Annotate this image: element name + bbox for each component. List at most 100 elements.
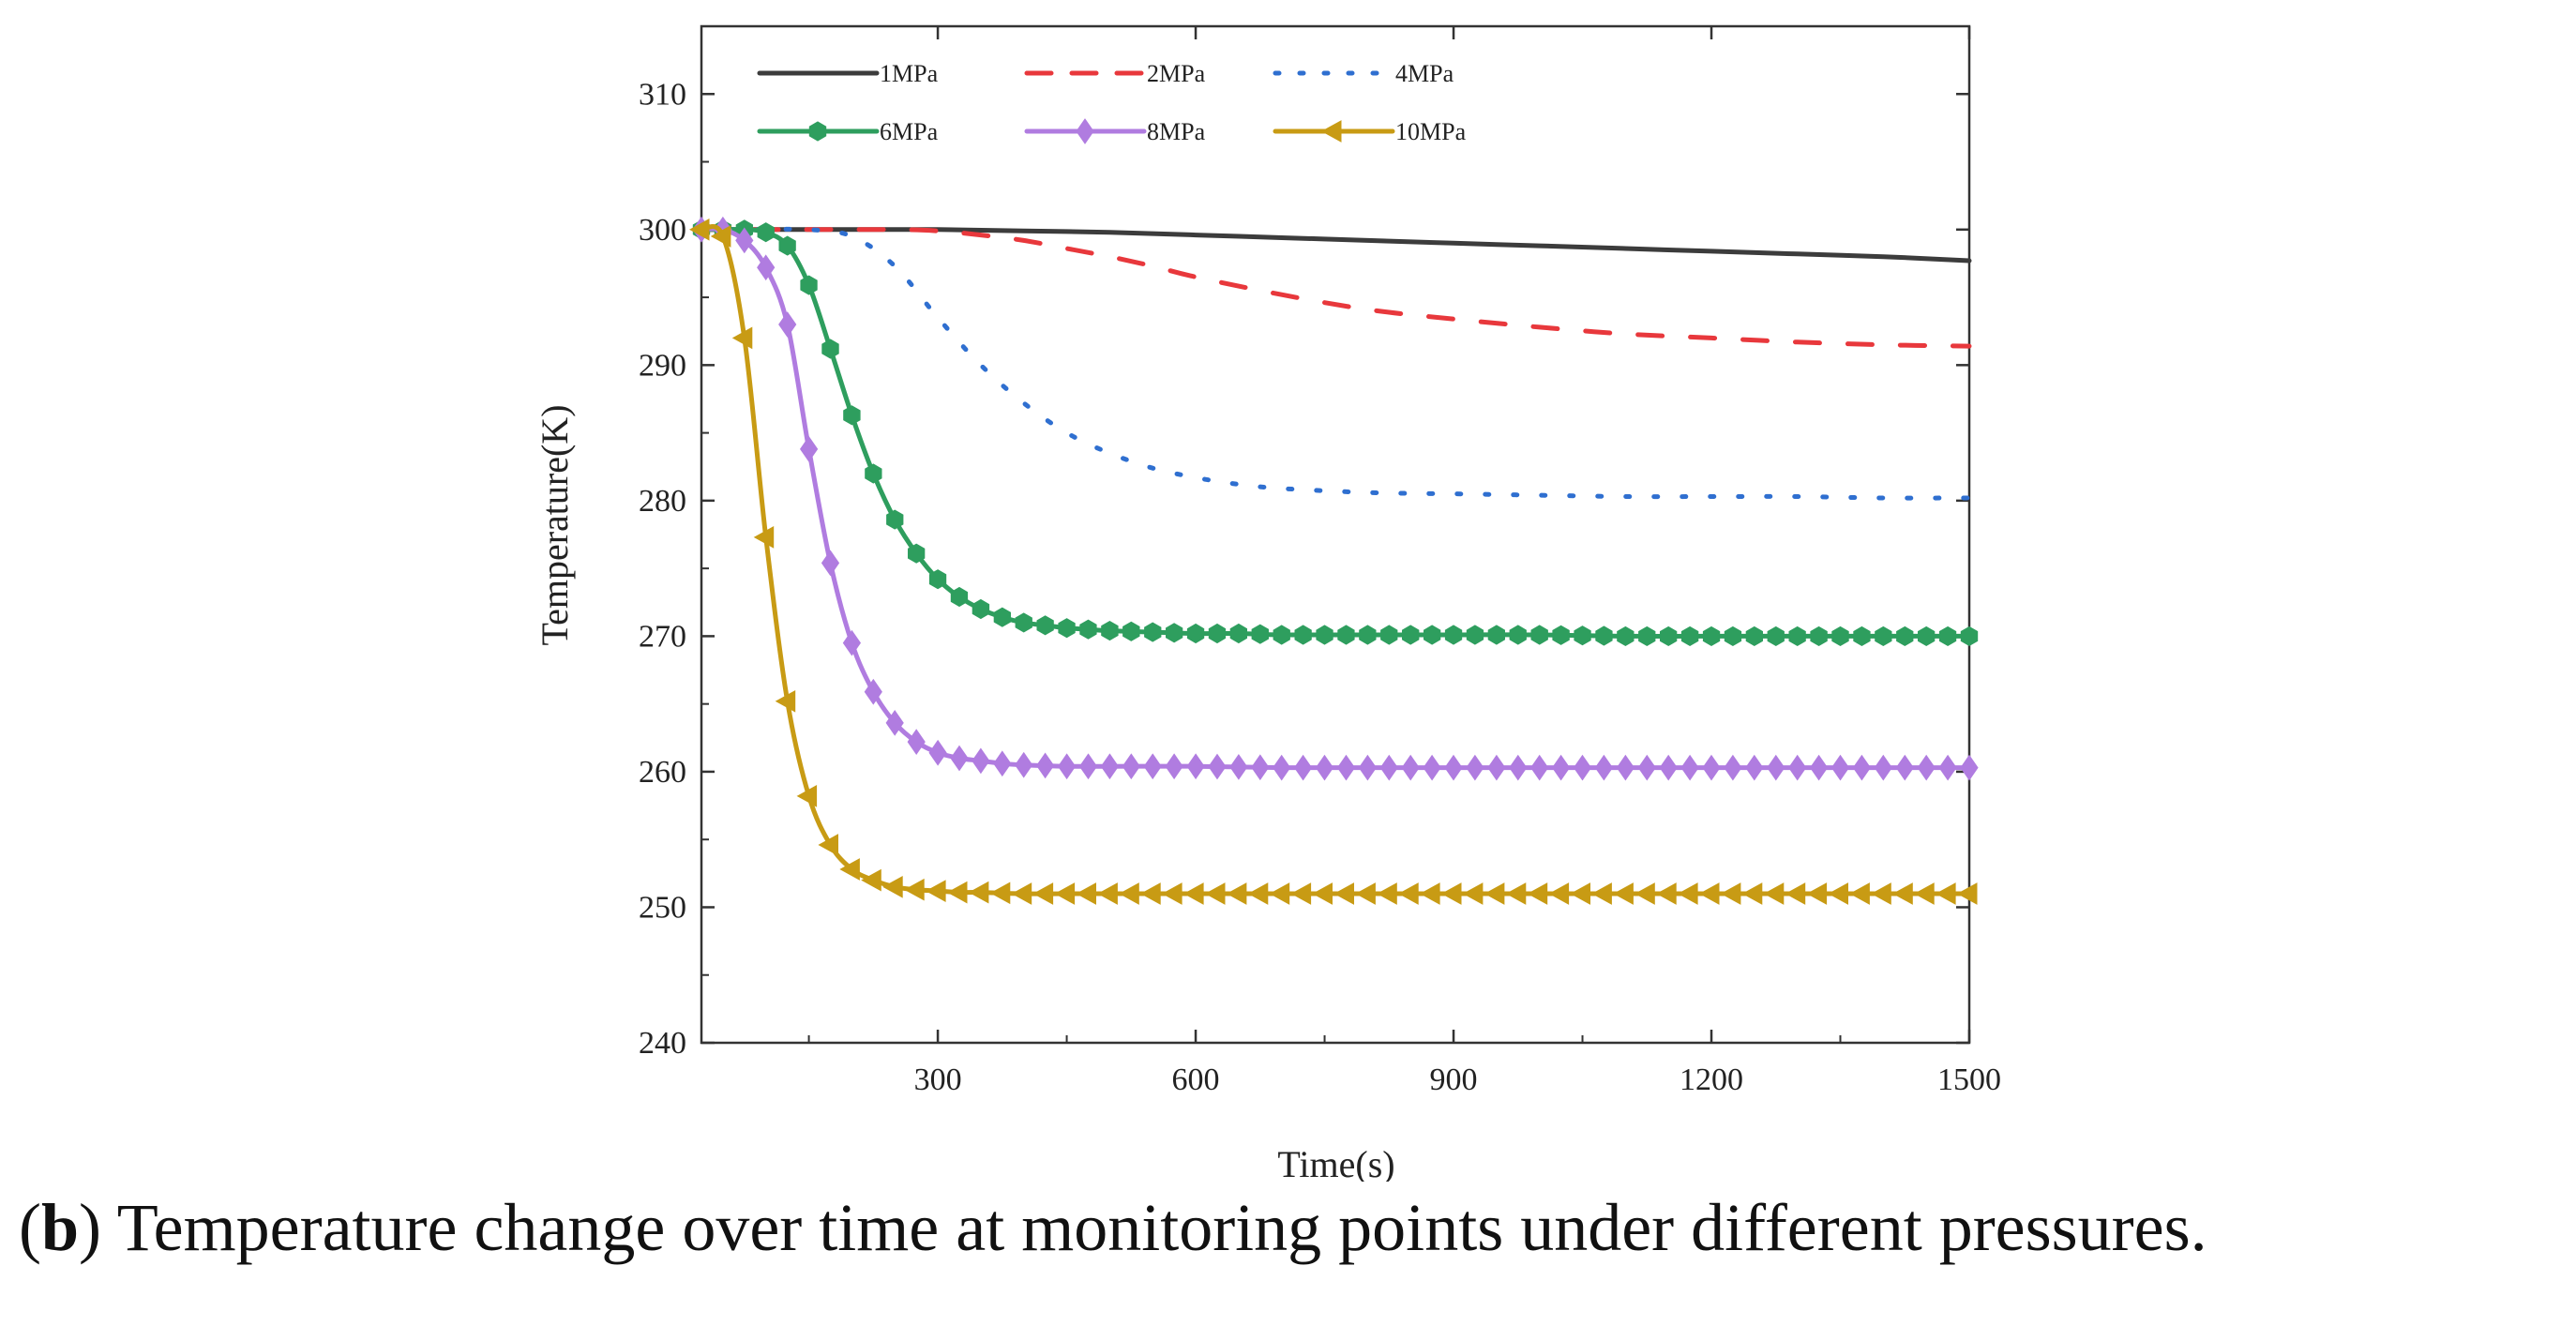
series-point-6mpa (1767, 625, 1785, 646)
x-tick-label-900: 900 (1430, 1062, 1478, 1097)
series-point-8mpa (778, 311, 797, 338)
series-point-10mpa (1613, 882, 1634, 905)
series-point-10mpa (1462, 882, 1484, 905)
series-point-6mpa (1166, 623, 1183, 643)
series-point-6mpa (1251, 624, 1269, 644)
series-point-6mpa (928, 569, 947, 590)
series-point-6mpa (1316, 625, 1333, 645)
series-point-8mpa (1057, 753, 1077, 780)
series-point-10mpa (1290, 882, 1312, 905)
series-4mpa (699, 226, 1972, 501)
series-point-8mpa (821, 550, 840, 577)
series-point-8mpa (1273, 754, 1291, 781)
series-point-6mpa (1595, 625, 1613, 646)
series-point-10mpa (1956, 882, 1978, 905)
caption-close-paren: ) (79, 1190, 102, 1265)
series-point-8mpa (1594, 754, 1614, 781)
x-tick-label-300: 300 (914, 1062, 962, 1097)
series-point-8mpa (1401, 754, 1420, 781)
series-point-6mpa (1424, 625, 1441, 645)
series-point-8mpa (1551, 754, 1571, 781)
series-point-8mpa (1078, 753, 1098, 780)
series-point-8mpa (1444, 754, 1463, 781)
series-point-6mpa (1466, 625, 1484, 645)
series-point-8mpa (950, 745, 969, 772)
series-line-2mpa (699, 227, 1972, 349)
legend-label: 4MPa (1395, 60, 1454, 87)
series-point-10mpa (1011, 882, 1032, 905)
series-point-10mpa (1720, 882, 1741, 905)
series-point-6mpa (1359, 625, 1377, 645)
series-point-8mpa (1423, 754, 1441, 781)
series-point-8mpa (1702, 754, 1721, 781)
series-6mpa (692, 219, 1979, 646)
series-group (688, 216, 1979, 905)
series-point-6mpa (1444, 625, 1463, 645)
series-point-10mpa (1527, 882, 1548, 905)
series-point-6mpa (1896, 625, 1914, 646)
series-point-8mpa (1960, 754, 1979, 781)
series-point-10mpa (1806, 882, 1828, 905)
caption-label: b (40, 1190, 80, 1265)
series-point-8mpa (1015, 751, 1033, 778)
series-point-8mpa (1229, 754, 1248, 780)
series-point-10mpa (904, 878, 925, 901)
legend-marker (808, 121, 827, 142)
series-point-8mpa (757, 254, 776, 281)
y-tick-label-310: 310 (639, 77, 686, 112)
caption-text: Temperature change over time at monitori… (101, 1190, 2207, 1265)
plot-frame (700, 24, 1971, 1045)
series-point-10mpa (1741, 882, 1763, 905)
series-point-8mpa (1680, 754, 1699, 781)
series-point-8mpa (1745, 754, 1764, 781)
legend-label: 10MPa (1395, 118, 1467, 145)
series-point-10mpa (968, 881, 989, 904)
series-point-8mpa (1336, 754, 1356, 781)
series-point-6mpa (1058, 618, 1076, 639)
legend-marker (1076, 118, 1094, 144)
series-line-8mpa (699, 226, 1972, 771)
legend-item-1mpa: 1MPa (757, 60, 939, 87)
series-point-8mpa (1530, 754, 1549, 781)
series-point-8mpa (1143, 753, 1162, 780)
series-point-10mpa (1420, 882, 1440, 905)
series-point-6mpa (1101, 621, 1119, 641)
series-point-10mpa (1656, 882, 1677, 905)
series-point-6mpa (1552, 625, 1570, 645)
series-line-1mpa (699, 227, 1972, 264)
legend-label: 1MPa (880, 60, 939, 87)
series-point-6mpa (1724, 625, 1742, 646)
series-point-8mpa (993, 750, 1012, 777)
series-point-8mpa (1100, 753, 1120, 780)
series-point-6mpa (1509, 625, 1527, 645)
series-point-6mpa (1680, 625, 1699, 646)
series-point-6mpa (1702, 625, 1721, 646)
series-point-6mpa (950, 586, 969, 608)
series-point-6mpa (1122, 621, 1140, 641)
series-point-10mpa (1849, 882, 1870, 905)
series-point-10mpa (1032, 882, 1054, 905)
series-point-6mpa (1810, 625, 1828, 646)
series-point-6mpa (1015, 612, 1032, 633)
y-axis-title: Temperature(K) (534, 404, 576, 645)
series-point-6mpa (1574, 625, 1591, 646)
series-point-10mpa (1162, 882, 1183, 905)
series-point-10mpa (1440, 882, 1462, 905)
series-point-6mpa (757, 222, 775, 243)
y-tick-label-300: 300 (639, 213, 686, 248)
series-point-8mpa (1186, 753, 1205, 780)
series-point-10mpa (1119, 882, 1139, 905)
series-point-6mpa (800, 275, 818, 295)
series-point-10mpa (1484, 882, 1505, 905)
series-point-8mpa (1809, 754, 1829, 781)
series-point-8mpa (799, 436, 819, 462)
series-point-10mpa (1570, 882, 1590, 905)
series-point-8mpa (1208, 753, 1227, 780)
series-point-8mpa (842, 629, 862, 656)
series-point-10mpa (1505, 882, 1527, 905)
series-point-10mpa (1226, 882, 1247, 905)
series-point-8mpa (1938, 754, 1957, 781)
series-point-10mpa (1377, 882, 1397, 905)
x-axis-title: Time(s) (1277, 1143, 1394, 1182)
series-point-10mpa (775, 689, 796, 713)
